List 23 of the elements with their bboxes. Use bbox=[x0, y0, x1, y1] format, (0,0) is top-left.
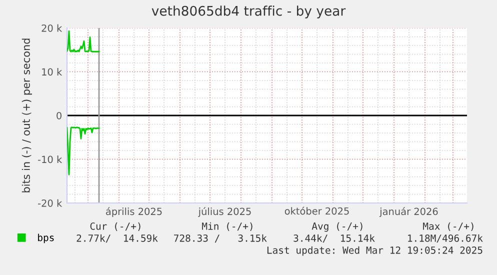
y-tick-label: 0 bbox=[56, 112, 62, 120]
x-tick-label: január 2026 bbox=[379, 207, 438, 217]
text: 728.33 / 3.15k bbox=[174, 234, 267, 243]
text: Avg (-/+) bbox=[312, 222, 362, 232]
line-series bbox=[67, 126, 100, 176]
text: Min (-/+) bbox=[202, 222, 252, 231]
y-axis-title: bits in (-) / out (+) per second bbox=[22, 38, 32, 192]
y-tick-label: 20 k bbox=[42, 24, 62, 32]
line-series bbox=[67, 30, 100, 52]
chart-title: veth8065db4 traffic - by year bbox=[152, 6, 346, 18]
x-tick-label: április 2025 bbox=[106, 207, 162, 217]
text: 3.44k/ 15.14k bbox=[294, 234, 375, 243]
x-tick-label: október 2025 bbox=[284, 206, 349, 215]
text: 1.18M/496.67k bbox=[408, 234, 483, 243]
legend-label: bps bbox=[38, 234, 54, 244]
y-tick-label: -10 k bbox=[38, 156, 62, 164]
x-tick-label: július 2025 bbox=[198, 207, 251, 217]
text: Last update: Wed Mar 12 19:05:24 2025 bbox=[267, 246, 482, 256]
text: 2.77k/ 14.59k bbox=[76, 234, 158, 243]
y-tick-label: 10 k bbox=[42, 68, 62, 76]
text: Cur (-/+) bbox=[90, 222, 140, 231]
y-tick-label: -20 k bbox=[38, 199, 62, 207]
text: Max (-/+) bbox=[423, 222, 474, 231]
